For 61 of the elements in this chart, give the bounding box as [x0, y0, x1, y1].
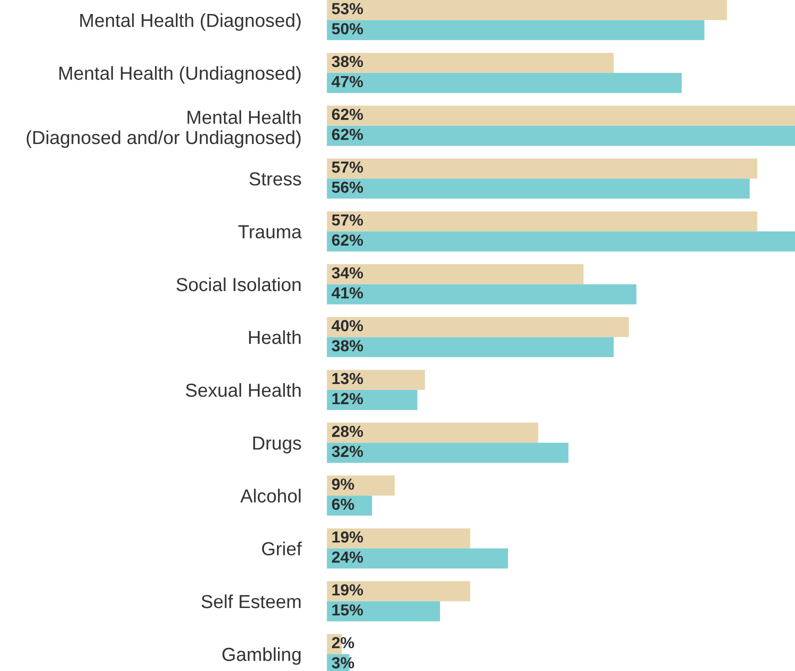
- bar: [326, 264, 584, 284]
- bar: [326, 370, 425, 390]
- data-label: 19%: [332, 531, 363, 543]
- bar: [326, 178, 750, 199]
- bar: [326, 390, 418, 410]
- data-label: 53%: [332, 3, 363, 14]
- data-label: 47%: [332, 76, 363, 88]
- bar: [326, 476, 395, 496]
- data-label: 40%: [332, 320, 363, 332]
- data-label: 34%: [332, 267, 363, 279]
- data-label: 32%: [332, 446, 363, 458]
- data-label: 38%: [332, 340, 363, 352]
- data-label: 57%: [332, 214, 363, 226]
- data-label: 62%: [332, 108, 363, 120]
- y-tick-label: Self Esteem: [202, 594, 301, 608]
- bar: [326, 548, 508, 568]
- data-label: 2%: [332, 637, 354, 648]
- data-label: 56%: [332, 182, 363, 193]
- bar: [326, 158, 758, 179]
- y-tick-label: Mental Health (Diagnosed and/or Undiagnosed): [26, 110, 301, 148]
- bar: [326, 126, 795, 146]
- bar: [326, 317, 629, 338]
- y-tick-label: Drugs: [253, 436, 302, 454]
- y-tick-label: Grief: [262, 542, 302, 556]
- bar: [326, 211, 758, 232]
- data-label: 57%: [332, 162, 363, 173]
- bar: [326, 601, 440, 622]
- data-label: 62%: [332, 128, 363, 140]
- y-tick-label: Gambling: [222, 647, 301, 665]
- bar: [326, 442, 568, 463]
- data-label: 19%: [332, 584, 363, 596]
- y-tick-label: Sexual Health: [186, 383, 301, 397]
- y-tick-label: Mental Health (Diagnosed): [80, 13, 301, 31]
- data-label: 38%: [332, 56, 363, 68]
- data-label: 41%: [332, 287, 363, 299]
- data-label: 13%: [332, 372, 363, 384]
- y-tick-label: Mental Health (Undiagnosed): [59, 66, 301, 84]
- y-tick-label: Stress: [249, 172, 302, 186]
- bar: [326, 52, 614, 73]
- bar: [326, 0, 728, 20]
- data-label: 28%: [332, 426, 363, 438]
- y-tick-label: Social Isolation: [176, 277, 301, 292]
- data-label: 6%: [332, 498, 354, 510]
- bar: [326, 20, 704, 40]
- data-label: 12%: [332, 392, 363, 404]
- data-label: 15%: [332, 604, 363, 616]
- bar: [326, 422, 538, 443]
- y-tick-label: Health: [249, 330, 301, 344]
- bar: [326, 72, 682, 93]
- bar: [326, 284, 636, 304]
- bar: [326, 528, 470, 548]
- y-tick-label: Trauma: [238, 225, 302, 238]
- data-label: 62%: [332, 234, 363, 246]
- y-tick-label: Alcohol: [240, 488, 300, 503]
- bar: [326, 231, 795, 252]
- data-label: 24%: [332, 551, 363, 563]
- data-label: 9%: [332, 478, 354, 490]
- bar: [326, 581, 470, 602]
- bar: [326, 337, 614, 358]
- data-label: 50%: [332, 23, 363, 34]
- bar: [326, 106, 795, 126]
